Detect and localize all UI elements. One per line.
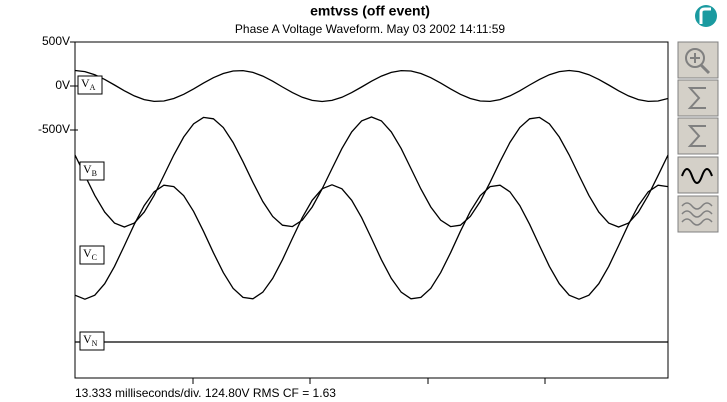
waveform-button[interactable] bbox=[677, 156, 719, 194]
channel-label-box bbox=[79, 161, 105, 181]
sum-button[interactable] bbox=[677, 79, 719, 117]
chart-title: emtvss (off event) bbox=[310, 3, 430, 19]
multi-waveform-button[interactable] bbox=[677, 195, 719, 233]
y-tick-label: 500V bbox=[42, 34, 70, 48]
trace bbox=[75, 116, 668, 228]
channel-labels: VA VB VC VN bbox=[77, 75, 105, 351]
footer: 13.333 milliseconds/div. 124.80V RMS CF … bbox=[75, 386, 336, 400]
plot-frame bbox=[74, 41, 669, 379]
traces bbox=[75, 69, 668, 343]
sum-button-2[interactable] bbox=[677, 117, 719, 155]
channel-label: VB bbox=[83, 162, 97, 178]
x-division-marks bbox=[192, 378, 546, 384]
trace bbox=[75, 69, 668, 103]
trace bbox=[75, 184, 668, 300]
channel-label: VN bbox=[83, 332, 98, 348]
y-tick-label: -500V bbox=[38, 122, 70, 136]
logo bbox=[695, 5, 717, 27]
channel-label: VC bbox=[83, 246, 97, 262]
y-tick-label: 0V bbox=[55, 78, 70, 92]
channel-label-box bbox=[79, 331, 105, 351]
channel-label-box bbox=[79, 245, 105, 265]
channel-label: VA bbox=[81, 76, 96, 92]
chart-subtitle: Phase A Voltage Waveform. May 03 2002 14… bbox=[235, 22, 506, 36]
channel-label-box bbox=[77, 75, 103, 95]
zoom-button[interactable] bbox=[677, 41, 719, 79]
